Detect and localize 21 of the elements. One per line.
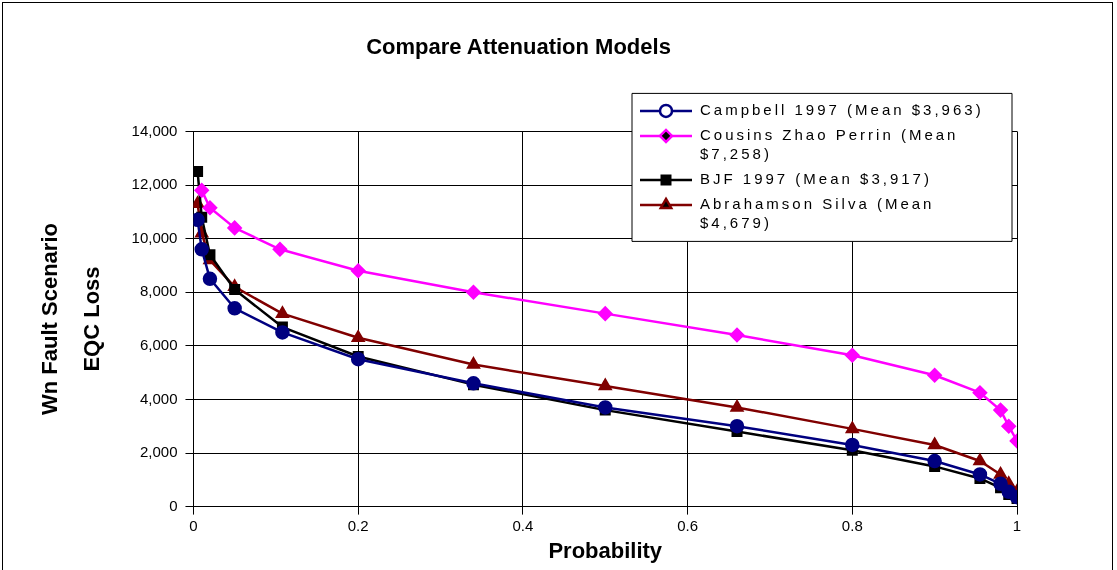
y-tick-label: 4,000: [139, 389, 178, 407]
x-tick-label: 0: [189, 516, 198, 534]
chart-title: Compare Attenuation Models: [366, 34, 671, 60]
y-tick-label: 6,000: [139, 335, 178, 353]
x-tick-label: 1: [1012, 516, 1022, 534]
y-tick-label: 0: [169, 496, 178, 514]
legend-label: BJF 1997 (Mean $3,917): [700, 170, 932, 188]
x-tick-label: 0.2: [347, 516, 369, 534]
x-tick-label: 0.4: [512, 516, 534, 534]
y-axis-title: Wn Fault Scenario EQC Loss: [36, 223, 104, 415]
y-tick-label: 10,000: [131, 228, 178, 246]
x-tick-label: 0.6: [677, 516, 699, 534]
x-tick-label: 0.8: [841, 516, 863, 534]
legend-label: Abrahamson Silva (Mean $4,679): [700, 195, 935, 232]
legend-label: Campbell 1997 (Mean $3,963): [700, 101, 984, 119]
y-tick-label: 8,000: [139, 282, 178, 300]
y-tick-label: 14,000: [131, 121, 178, 139]
y-tick-label: 2,000: [139, 443, 178, 461]
y-tick-label: 12,000: [131, 175, 178, 193]
legend-label: Cousins Zhao Perrin (Mean $7,258): [700, 126, 959, 163]
x-axis-title: Probability: [548, 537, 663, 563]
